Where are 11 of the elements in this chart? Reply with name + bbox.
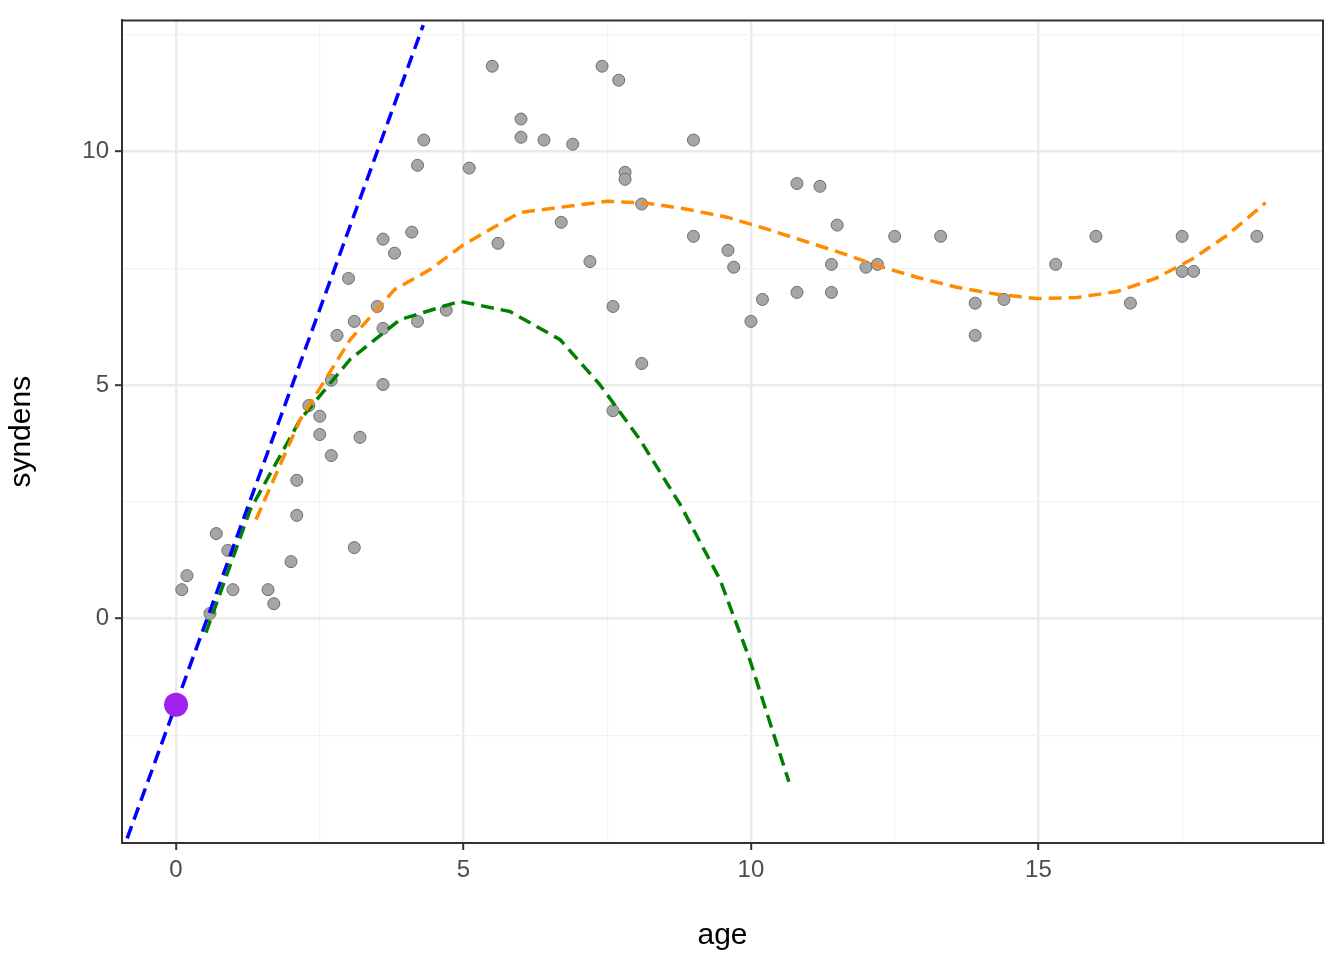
y-tick-label: 5 [95,369,109,397]
x-axis-title: age [697,917,748,951]
y-tick-label: 0 [95,603,109,631]
x-tick-label: 15 [1025,855,1052,883]
line-series [204,299,791,784]
y-axis-title: syndens [3,375,37,488]
line-series [254,199,1268,522]
y-tick-label: 10 [82,135,109,163]
x-tick-label: 0 [169,855,183,883]
x-tick-label: 10 [737,855,765,883]
x-tick-label: 5 [456,855,471,883]
